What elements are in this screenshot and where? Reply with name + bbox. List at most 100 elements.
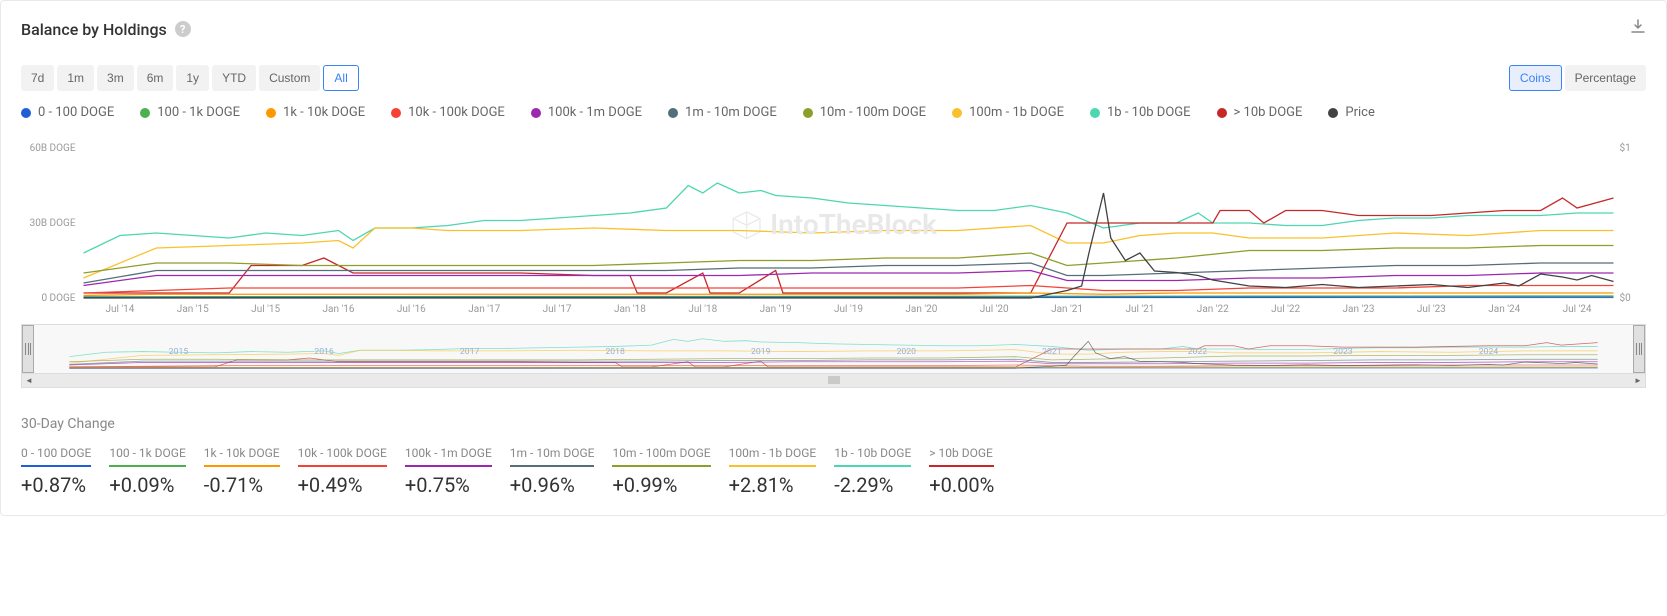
legend-item[interactable]: 1b - 10b DOGE — [1090, 105, 1191, 120]
main-chart[interactable]: 0 DOGE30B DOGE60B DOGE$0$1Jul '14Jan '15… — [21, 138, 1646, 318]
legend: 0 - 100 DOGE 100 - 1k DOGE 1k - 10k DOGE 10… — [21, 105, 1646, 120]
legend-item[interactable]: 100m - 1b DOGE — [952, 105, 1064, 120]
legend-item[interactable]: > 10b DOGE — [1217, 105, 1303, 120]
navigator-chart: 2015201620172018201920202021202220232024 — [22, 325, 1645, 373]
legend-item[interactable]: 10m - 100m DOGE — [803, 105, 926, 120]
legend-item[interactable]: 10k - 100k DOGE — [391, 105, 505, 120]
unit-btn-percentage[interactable]: Percentage — [1565, 65, 1646, 91]
legend-dot-icon — [391, 108, 401, 118]
range-btn-custom[interactable]: Custom — [259, 65, 320, 91]
legend-item[interactable]: 0 - 100 DOGE — [21, 105, 114, 120]
change-label: > 10b DOGE — [929, 446, 994, 467]
change-value: +0.96% — [510, 473, 595, 497]
change-label: 10k - 100k DOGE — [298, 446, 387, 467]
help-icon[interactable]: ? — [175, 21, 191, 37]
legend-label: 10k - 100k DOGE — [408, 105, 505, 120]
svg-text:2021: 2021 — [1042, 347, 1061, 357]
svg-text:Jul '21: Jul '21 — [1125, 304, 1154, 315]
legend-dot-icon — [266, 108, 276, 118]
svg-text:2019: 2019 — [751, 347, 771, 357]
legend-label: 100m - 1b DOGE — [969, 105, 1064, 120]
legend-label: 10m - 100m DOGE — [820, 105, 926, 120]
unit-btn-coins[interactable]: Coins — [1509, 65, 1562, 91]
legend-label: 100k - 1m DOGE — [548, 105, 642, 120]
change-item: 1k - 10k DOGE -0.71% — [204, 446, 280, 497]
range-btn-6m[interactable]: 6m — [137, 65, 174, 91]
legend-label: 0 - 100 DOGE — [38, 105, 114, 120]
legend-dot-icon — [803, 108, 813, 118]
range-btn-1m[interactable]: 1m — [57, 65, 94, 91]
change-label: 1b - 10b DOGE — [834, 446, 911, 467]
change-item: 10m - 100m DOGE +0.99% — [612, 446, 710, 497]
svg-text:0 DOGE: 0 DOGE — [41, 293, 75, 304]
svg-text:Jul '24: Jul '24 — [1563, 304, 1592, 315]
range-buttons: 7d1m3m6m1yYTDCustomAll — [21, 65, 362, 91]
range-btn-7d[interactable]: 7d — [21, 65, 54, 91]
legend-dot-icon — [1090, 108, 1100, 118]
change-label: 100m - 1b DOGE — [729, 446, 817, 467]
legend-label: > 10b DOGE — [1234, 105, 1303, 120]
panel: Balance by Holdings ? 7d1m3m6m1yYTDCusto… — [0, 0, 1667, 516]
legend-item[interactable]: Price — [1328, 105, 1374, 120]
legend-dot-icon — [1328, 108, 1338, 118]
change-value: -2.29% — [834, 473, 911, 497]
download-icon[interactable] — [1630, 19, 1646, 39]
range-btn-3m[interactable]: 3m — [97, 65, 134, 91]
svg-text:2023: 2023 — [1333, 347, 1353, 357]
legend-label: 1m - 10m DOGE — [685, 105, 777, 120]
svg-text:Jan '22: Jan '22 — [1197, 304, 1229, 315]
legend-label: Price — [1345, 105, 1374, 120]
change-label: 1m - 10m DOGE — [510, 446, 595, 467]
change-value: +0.99% — [612, 473, 710, 497]
change-item: 10k - 100k DOGE+0.49% — [298, 446, 387, 497]
svg-text:2018: 2018 — [605, 347, 625, 357]
range-btn-1y[interactable]: 1y — [176, 65, 209, 91]
change-label: 0 - 100 DOGE — [21, 446, 91, 467]
svg-text:Jan '15: Jan '15 — [177, 304, 209, 315]
svg-text:Jan '21: Jan '21 — [1051, 304, 1083, 315]
change-grid: 0 - 100 DOGE+0.87%100 - 1k DOGE+0.09%1k … — [21, 446, 1646, 497]
svg-text:2022: 2022 — [1188, 347, 1208, 357]
legend-item[interactable]: 1k - 10k DOGE — [266, 105, 365, 120]
svg-text:Jan '24: Jan '24 — [1488, 304, 1520, 315]
change-value: +0.09% — [109, 473, 185, 497]
change-title: 30-Day Change — [21, 416, 1646, 432]
legend-item[interactable]: 1m - 10m DOGE — [668, 105, 777, 120]
svg-text:Jan '23: Jan '23 — [1343, 304, 1375, 315]
change-label: 100 - 1k DOGE — [109, 446, 185, 467]
legend-item[interactable]: 100 - 1k DOGE — [140, 105, 240, 120]
nav-handle-left[interactable] — [22, 325, 34, 373]
scroll-left-icon[interactable]: ◄ — [22, 374, 36, 387]
svg-text:Jan '17: Jan '17 — [468, 304, 500, 315]
change-value: +2.81% — [729, 473, 817, 497]
chart-area: IntoTheBlock 0 DOGE30B DOGE60B DOGE$0$1J… — [21, 138, 1646, 318]
scroll-right-icon[interactable]: ► — [1631, 374, 1645, 387]
header: Balance by Holdings ? — [21, 19, 1646, 39]
page-title: Balance by Holdings — [21, 20, 167, 39]
legend-dot-icon — [140, 108, 150, 118]
legend-label: 100 - 1k DOGE — [157, 105, 240, 120]
legend-dot-icon — [952, 108, 962, 118]
change-label: 10m - 100m DOGE — [612, 446, 710, 467]
change-value: -0.71% — [204, 473, 280, 497]
change-item: > 10b DOGE+0.00% — [929, 446, 994, 497]
nav-handle-right[interactable] — [1633, 325, 1645, 373]
svg-text:Jul '23: Jul '23 — [1417, 304, 1446, 315]
svg-text:Jul '22: Jul '22 — [1271, 304, 1300, 315]
legend-dot-icon — [1217, 108, 1227, 118]
svg-text:Jul '16: Jul '16 — [397, 304, 426, 315]
svg-text:Jan '18: Jan '18 — [614, 304, 646, 315]
unit-buttons: CoinsPercentage — [1509, 65, 1646, 91]
legend-dot-icon — [21, 108, 31, 118]
navigator[interactable]: 2015201620172018201920202021202220232024 — [21, 324, 1646, 374]
svg-text:Jul '18: Jul '18 — [688, 304, 717, 315]
scroll-track[interactable]: ◄ ► — [21, 374, 1646, 388]
change-item: 100m - 1b DOGE +2.81% — [729, 446, 817, 497]
svg-text:Jan '19: Jan '19 — [760, 304, 792, 315]
range-btn-ytd[interactable]: YTD — [212, 65, 256, 91]
legend-item[interactable]: 100k - 1m DOGE — [531, 105, 642, 120]
scroll-grip-icon[interactable] — [828, 376, 839, 384]
change-label: 1k - 10k DOGE — [204, 446, 280, 467]
svg-text:Jul '15: Jul '15 — [251, 304, 280, 315]
range-btn-all[interactable]: All — [323, 65, 358, 91]
